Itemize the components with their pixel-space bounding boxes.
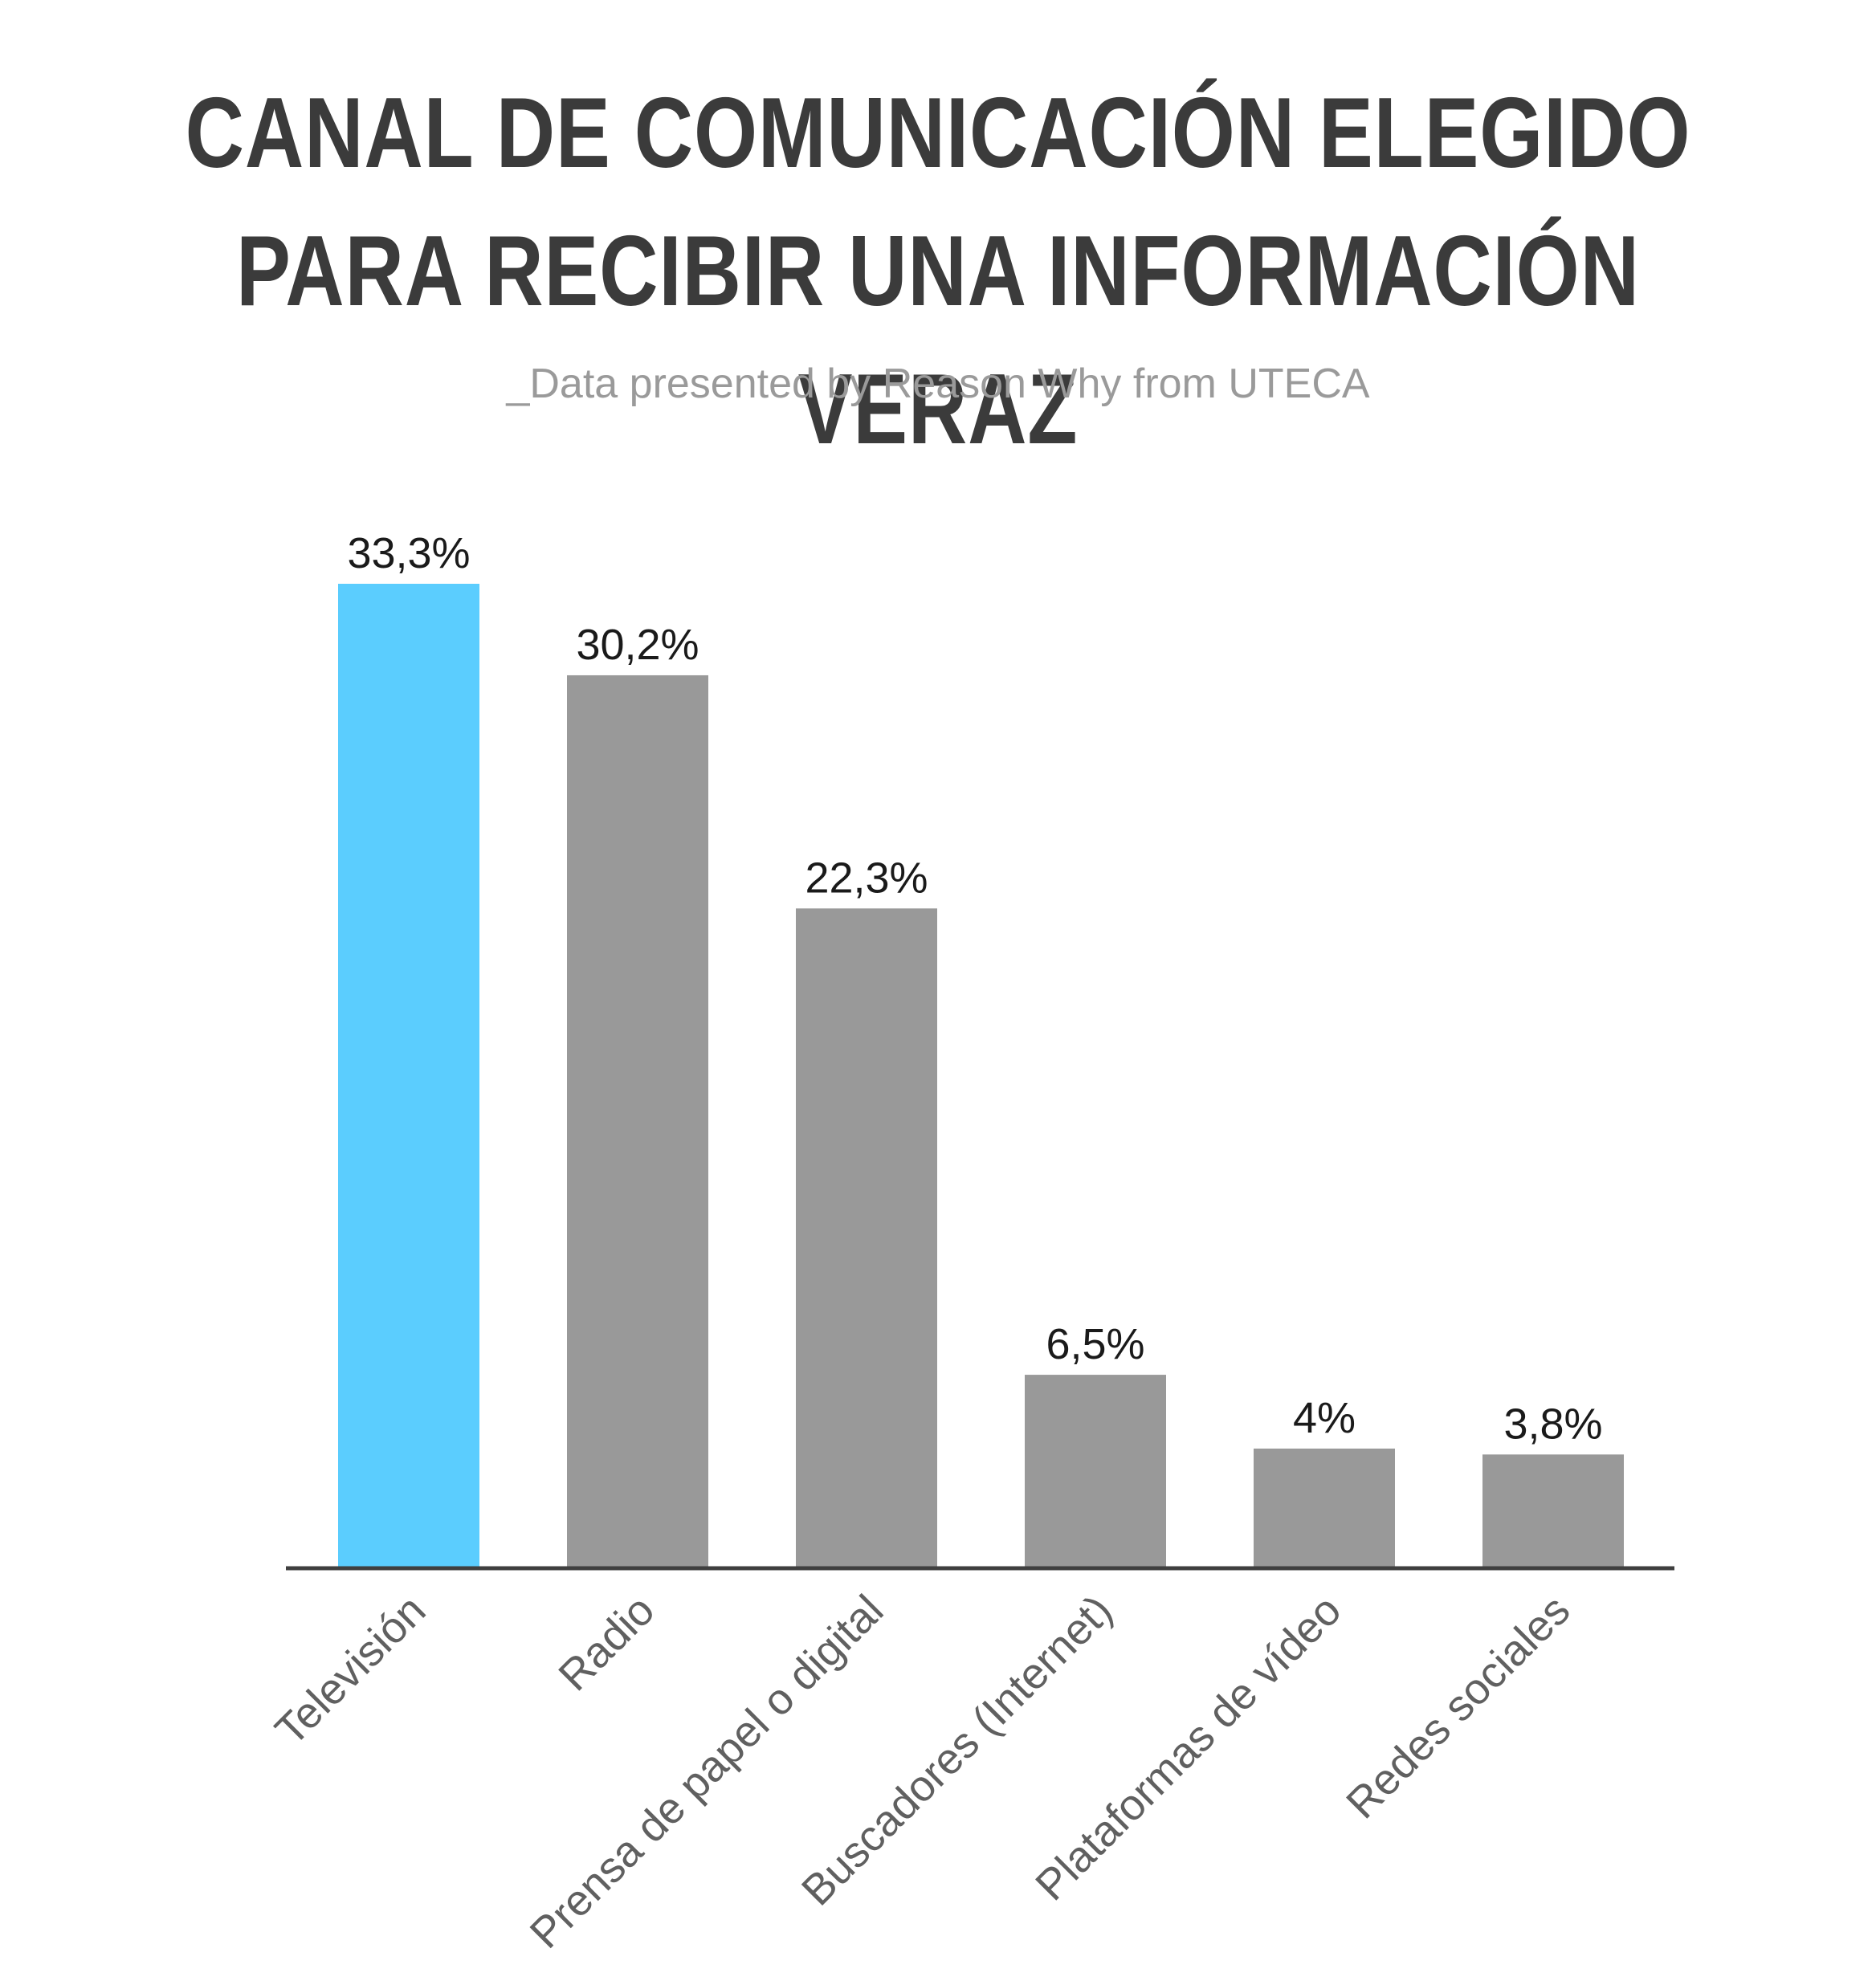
value-label-5: 4% <box>1293 1394 1356 1442</box>
x-tick-label-2: Radio <box>549 1586 663 1700</box>
value-label-2: 30,2% <box>576 621 699 669</box>
value-labels-group: 33,3% 30,2% 22,3% 6,5% 4% 3,8% <box>347 529 1602 1448</box>
x-tick-label-1: Televisión <box>266 1586 434 1755</box>
bar-3 <box>796 908 937 1567</box>
value-label-3: 22,3% <box>805 854 928 902</box>
value-label-4: 6,5% <box>1046 1320 1144 1368</box>
bar-5 <box>1254 1448 1395 1567</box>
bar-2 <box>567 675 708 1567</box>
title-line-1: CANAL DE COMUNICACIÓN ELEGIDO <box>185 78 1691 189</box>
chart-subtitle: _Data presented by Reason Why from UTECA <box>506 361 1370 407</box>
bars-group <box>338 584 1624 1567</box>
bar-6 <box>1482 1454 1624 1567</box>
value-label-1: 33,3% <box>347 529 470 577</box>
x-tick-label-6: Redes sociales <box>1337 1586 1579 1828</box>
bar-1 <box>338 584 479 1567</box>
value-label-6: 3,8% <box>1503 1400 1602 1448</box>
chart-title: CANAL DE COMUNICACIÓN ELEGIDO PARA RECIB… <box>169 64 1707 479</box>
title-line-2: PARA RECIBIR UNA INFORMACIÓN VERAZ <box>236 216 1640 465</box>
bar-4 <box>1025 1375 1166 1567</box>
